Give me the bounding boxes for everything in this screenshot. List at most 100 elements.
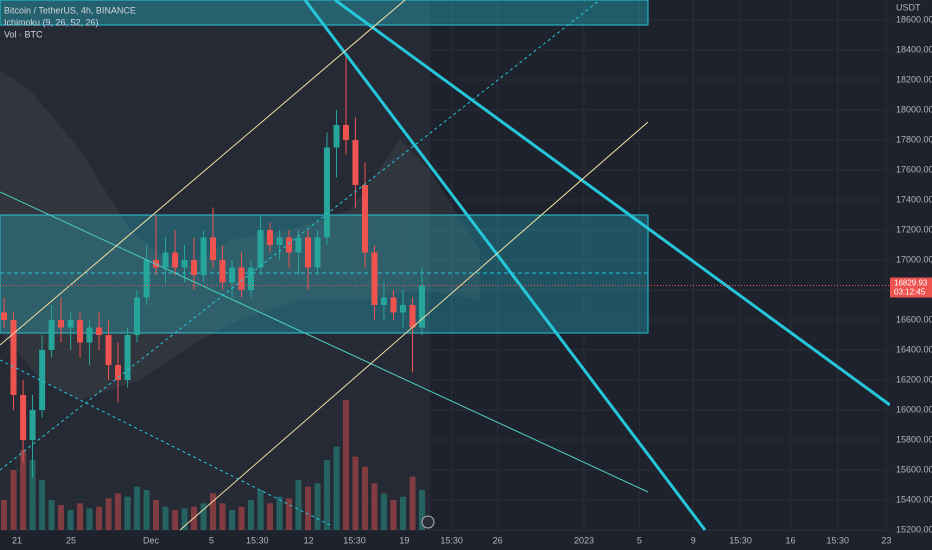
candle-body <box>418 285 425 328</box>
candle-body <box>67 320 74 328</box>
candle-body <box>333 124 340 148</box>
candle-body <box>86 327 93 343</box>
candle-body <box>29 410 36 441</box>
candle-body <box>10 320 17 396</box>
volume-bar <box>29 460 36 530</box>
volume-bar <box>380 493 387 530</box>
last-price-box <box>890 277 932 298</box>
y-tick-label: 15200.00 <box>896 524 932 534</box>
y-tick-label: 17800.00 <box>896 134 932 144</box>
candle-body <box>371 252 378 306</box>
x-tick-label: 5 <box>209 535 214 545</box>
x-tick-label: 21 <box>12 535 22 545</box>
candle-body <box>105 335 112 366</box>
candle-body <box>286 237 293 253</box>
volume-bar <box>362 466 369 530</box>
candle-body <box>162 252 169 268</box>
candle-body <box>190 259 197 275</box>
candle-body <box>362 184 369 253</box>
ichimoku-cloud <box>0 70 480 400</box>
y-tick-label: 18600.00 <box>896 14 932 24</box>
x-tick-label: 26 <box>493 535 503 545</box>
volume-bar <box>114 493 121 530</box>
price-axis <box>890 0 932 550</box>
y-tick-label: 18000.00 <box>896 104 932 114</box>
volume-bar <box>342 400 349 530</box>
candle-body <box>247 267 254 291</box>
channel-line <box>179 121 649 531</box>
candle-body <box>276 237 283 245</box>
currency-label: USDT <box>896 2 921 12</box>
x-tick-label: 15:30 <box>343 535 366 545</box>
y-tick-label: 17600.00 <box>896 164 932 174</box>
candle-body <box>200 237 207 275</box>
volume-bar <box>67 510 74 530</box>
volume-bar <box>418 490 425 530</box>
volume-bar <box>276 496 283 530</box>
candle-body <box>20 395 27 441</box>
candle-body <box>48 320 55 351</box>
x-tick-label: 19 <box>399 535 409 545</box>
volume-bar <box>153 500 160 530</box>
volume-bar <box>314 483 321 530</box>
y-tick-label: 16600.00 <box>896 314 932 324</box>
y-tick-label: 16400.00 <box>896 344 932 354</box>
x-tick-label: 25 <box>66 535 76 545</box>
candle-layer <box>1 55 425 478</box>
candle-body <box>257 229 264 268</box>
volume-bar <box>257 490 264 530</box>
volume-bar <box>247 500 254 530</box>
candle-body <box>114 365 121 381</box>
y-tick-label: 17200.00 <box>896 224 932 234</box>
volume-bar <box>200 503 207 530</box>
indicator-label: Vol · BTC <box>4 29 43 39</box>
y-tick-label: 15800.00 <box>896 434 932 444</box>
candle-body <box>219 259 226 283</box>
x-tick-label: 15:30 <box>246 535 269 545</box>
x-tick-label: 16 <box>786 535 796 545</box>
chart-title: Bitcoin / TetherUS, 4h, BINANCE <box>4 5 136 15</box>
volume-bar <box>390 500 397 530</box>
axis-layer: 18600.00 18400.00 18200.00 18000.00 17800.00… <box>0 14 932 545</box>
y-tick-label: 17400.00 <box>896 194 932 204</box>
candle-body <box>323 147 330 238</box>
candle-body <box>229 267 236 283</box>
x-tick-label: 5 <box>637 535 642 545</box>
x-tick-label: Dec <box>143 535 160 545</box>
y-tick-label: 18400.00 <box>896 44 932 54</box>
grid-layer <box>0 0 890 532</box>
channel-mid <box>0 0 601 471</box>
volume-bar <box>295 480 302 530</box>
volume-bar <box>333 446 340 530</box>
volume-bar <box>286 498 293 530</box>
candle-body <box>172 252 179 268</box>
channel-line <box>0 0 406 346</box>
volume-bar <box>305 486 312 530</box>
y-tick-label: 15600.00 <box>896 464 932 474</box>
volume-bar <box>210 493 217 530</box>
volume-bar <box>219 503 226 530</box>
countdown-label: 03:12:45 <box>894 288 926 297</box>
event-icon[interactable] <box>421 515 435 529</box>
volume-bar <box>1 500 8 530</box>
volume-bar <box>124 496 131 530</box>
y-tick-label: 18200.00 <box>896 74 932 84</box>
candle-body <box>1 312 8 321</box>
volume-bar <box>238 506 245 530</box>
history-shade <box>0 0 430 530</box>
candle-body <box>39 350 46 411</box>
candle-body <box>96 327 103 336</box>
candle-body <box>399 305 406 313</box>
candle-body <box>295 237 302 253</box>
trendline <box>0 191 649 493</box>
candle-body <box>266 229 273 245</box>
volume-bar <box>48 500 55 530</box>
candle-body <box>77 320 84 343</box>
volume-bar <box>96 506 103 530</box>
y-tick-label: 16200.00 <box>896 374 932 384</box>
x-tick-label: 23 <box>881 535 891 545</box>
candle-body <box>314 237 321 268</box>
dashed-line <box>0 359 331 526</box>
